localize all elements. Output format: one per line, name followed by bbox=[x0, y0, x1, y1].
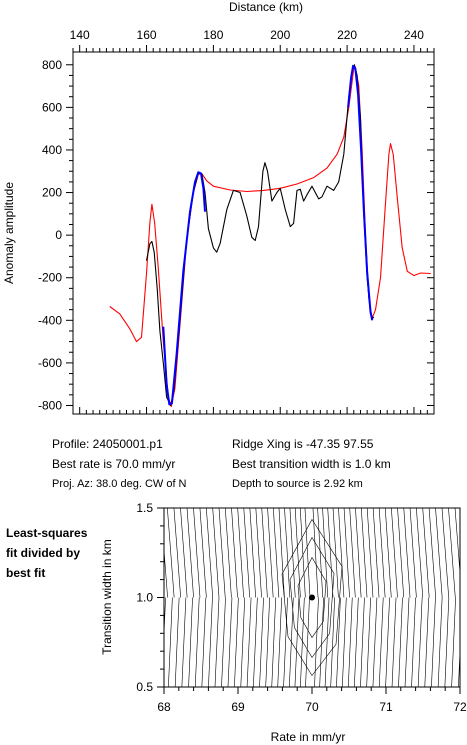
y-tick-label: 600 bbox=[42, 100, 62, 114]
contour-ring bbox=[289, 536, 335, 659]
contour-x-tick-label: 72 bbox=[453, 700, 467, 714]
contour-y-tick-label: 0.5 bbox=[136, 680, 153, 694]
y-tick-label: 800 bbox=[42, 58, 62, 72]
top-chart-body: -800 -600 -400 -200 0 200 400 600 800 bbox=[38, 51, 435, 415]
best-rate-text: Best rate is 70.0 mm/yr bbox=[52, 457, 176, 471]
contour-chart-body: 68 69 70 71 72 0.5 1.0 1.5 bbox=[136, 501, 467, 714]
contour-x-tick-label: 69 bbox=[231, 700, 245, 714]
contour-y-tick-label: 1.0 bbox=[136, 591, 153, 605]
side-label-line3: best fit bbox=[6, 566, 46, 580]
proj-az-text: Proj. Az: 38.0 deg. CW of N bbox=[52, 478, 187, 490]
fit-window-blue-left bbox=[162, 171, 206, 406]
profile-text: Profile: 24050001.p1 bbox=[52, 437, 163, 451]
top-x-tick-label: 160 bbox=[137, 28, 157, 42]
best-fit-point bbox=[309, 594, 315, 601]
side-label-line2: fit divided by bbox=[6, 546, 81, 560]
contour-ring bbox=[281, 518, 343, 677]
top-x-tick-label: 200 bbox=[270, 28, 290, 42]
y-tick-label: 200 bbox=[42, 186, 62, 200]
model-curve-red bbox=[109, 66, 431, 408]
contour-x-tick-label: 71 bbox=[379, 700, 393, 714]
fit-window-blue-right bbox=[347, 64, 374, 321]
contour-ring bbox=[297, 556, 327, 639]
contour-lines bbox=[164, 508, 460, 687]
top-x-tick-label: 180 bbox=[203, 28, 223, 42]
observed-curve-black bbox=[145, 64, 375, 407]
y-tick-label: 400 bbox=[42, 143, 62, 157]
bottom-y-axis-label: Transition width in km bbox=[100, 539, 114, 655]
side-label-line1: Least-squares bbox=[6, 526, 88, 540]
y-tick-label: -400 bbox=[38, 313, 62, 327]
y-tick-label: 0 bbox=[55, 228, 62, 242]
top-x-axis-label: Distance (km) bbox=[229, 0, 303, 14]
ridge-xing-text: Ridge Xing is -47.35 97.55 bbox=[232, 437, 374, 451]
top-x-tick-label: 220 bbox=[337, 28, 357, 42]
top-y-axis-label: Anomaly amplitude bbox=[2, 182, 16, 284]
side-label: Least-squares fit divided by best fit bbox=[6, 523, 87, 583]
top-x-tick-label: 140 bbox=[70, 28, 90, 42]
depth-text: Depth to source is 2.92 km bbox=[232, 478, 363, 490]
contour-y-tick-label: 1.5 bbox=[136, 501, 153, 515]
top-plot-frame bbox=[72, 51, 435, 415]
contour-x-tick-label: 68 bbox=[157, 700, 171, 714]
best-width-text: Best transition width is 1.0 km bbox=[232, 457, 391, 471]
y-tick-label: -200 bbox=[38, 271, 62, 285]
top-x-ticks: 140 160 180 200 220 240 bbox=[70, 28, 435, 414]
top-x-tick-label: 240 bbox=[404, 28, 424, 42]
y-tick-label: -600 bbox=[38, 356, 62, 370]
bottom-x-axis-label: Rate in mm/yr bbox=[271, 730, 346, 744]
contour-x-tick-label: 70 bbox=[305, 700, 319, 714]
y-tick-label: -800 bbox=[38, 398, 62, 412]
